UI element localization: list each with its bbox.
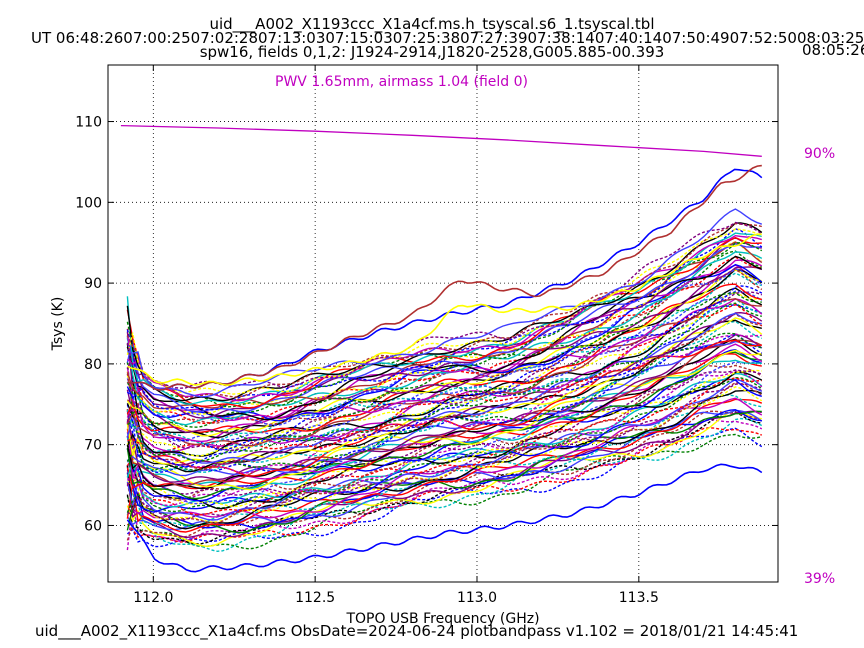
x-tick-label: 112.5 (295, 590, 335, 606)
tsys-series-line (126, 250, 763, 428)
ut-overflow-time: 08:05:26 (802, 41, 864, 59)
tsys-series-line (126, 251, 763, 426)
y-tick-label: 80 (84, 357, 102, 373)
y-tick-label: 60 (84, 518, 102, 534)
tsys-series-line (126, 272, 762, 445)
tsys-series-line (126, 383, 763, 521)
y-tick-label: 100 (75, 195, 102, 211)
tsys-series-line (126, 353, 762, 490)
tsys-series-line (126, 242, 763, 408)
x-axis-label: TOPO USB Frequency (GHz) (345, 611, 539, 627)
tsys-series-line (126, 221, 763, 389)
tsys-series-line (126, 285, 763, 451)
tsys-series-line (126, 410, 762, 539)
tsys-series-line (126, 228, 763, 395)
x-tick-label: 113.0 (457, 590, 497, 606)
y-tick-label: 110 (75, 115, 102, 131)
tsys-series-line (127, 208, 763, 398)
plot-title: uid___A002_X1193ccc_X1a4cf.ms.h_tsyscal.… (0, 16, 864, 32)
tsys-series-line (126, 410, 762, 534)
tsys-series-line (126, 222, 763, 402)
spw-fields-text: spw16, fields 0,1,2: J1924-2914,J1820-25… (199, 43, 665, 61)
tsys-series-line (126, 370, 763, 507)
ut-times-text: UT 06:48:2607:00:2507:02:2807:13:0307:15… (31, 29, 864, 47)
tsys-series-line (126, 313, 762, 470)
tsys-series-line (126, 298, 763, 453)
tsys-series-line (126, 303, 763, 468)
tsys-series-line (126, 312, 762, 464)
tsys-series-line (126, 377, 762, 516)
percent-top-annotation: 90% (804, 146, 835, 162)
tsys-series-line (126, 243, 762, 413)
tsys-series-line (126, 410, 763, 541)
tsys-series-line (126, 381, 763, 524)
pwv-annotation: PWV 1.65mm, airmass 1.04 (field 0) (275, 74, 528, 90)
footer-info: uid___A002_X1193ccc_X1a4cf.ms ObsDate=20… (35, 622, 799, 640)
tsys-notable-series (127, 233, 762, 387)
tsys-series-line (126, 298, 762, 457)
tsys-series-line (126, 232, 762, 405)
tsys-notable-series (126, 463, 763, 573)
tsys-series-line (126, 351, 762, 500)
tsys-notable-series (127, 164, 762, 391)
y-axis-ticks: 60 70 80 90 100 110 (75, 115, 778, 534)
tsys-band (126, 208, 763, 553)
tsys-series-line (126, 291, 762, 457)
tsys-series-line (126, 339, 763, 488)
y-axis-label: Tsys (K) (50, 297, 66, 352)
atmosphere-transmission-line (120, 124, 762, 157)
tsys-series-line (126, 228, 763, 411)
tsys-series-line (126, 417, 763, 553)
tsys-series-line (126, 290, 763, 442)
tsys-series-line (126, 433, 762, 550)
plot-frame (107, 64, 779, 583)
tsys-series-line (126, 333, 763, 474)
tsys-series-line (126, 371, 763, 510)
percent-bottom-annotation: 39% (804, 571, 835, 587)
y-tick-label: 90 (84, 276, 102, 292)
tsys-series-line (126, 266, 763, 434)
atmosphere-curve (120, 124, 762, 157)
table-name: uid___A002_X1193ccc_X1a4cf.ms.h_tsyscal.… (209, 15, 655, 33)
tsys-series-line (126, 334, 763, 483)
tsys-series-line (126, 369, 762, 508)
ut-times: UT 06:48:2607:00:2507:02:2807:13:0307:15… (0, 30, 864, 46)
tsys-series-line (126, 263, 763, 422)
tsys-series-group (126, 164, 763, 573)
tsys-series-line (126, 268, 763, 439)
tsys-series-line (126, 268, 762, 437)
spw-fields-line: spw16, fields 0,1,2: J1924-2914,J1820-25… (0, 44, 864, 60)
x-tick-label: 112.0 (133, 590, 173, 606)
tsys-series-line (126, 386, 763, 523)
tsys-series-line (126, 349, 762, 491)
tsys-series-line (126, 311, 763, 466)
tsys-series-line (126, 372, 763, 508)
tsys-series-line (126, 411, 762, 545)
tsys-series-line (126, 332, 762, 472)
y-tick-label: 70 (84, 438, 102, 454)
tsys-series-line (126, 237, 762, 419)
tsys-series-line (126, 360, 762, 505)
x-axis-ticks: 112.0 112.5 113.0 113.5 (133, 65, 659, 606)
x-tick-label: 113.5 (619, 590, 659, 606)
tsys-series-line (126, 398, 763, 533)
tsys-series-line (126, 378, 763, 521)
tsys-series-line (126, 236, 762, 409)
